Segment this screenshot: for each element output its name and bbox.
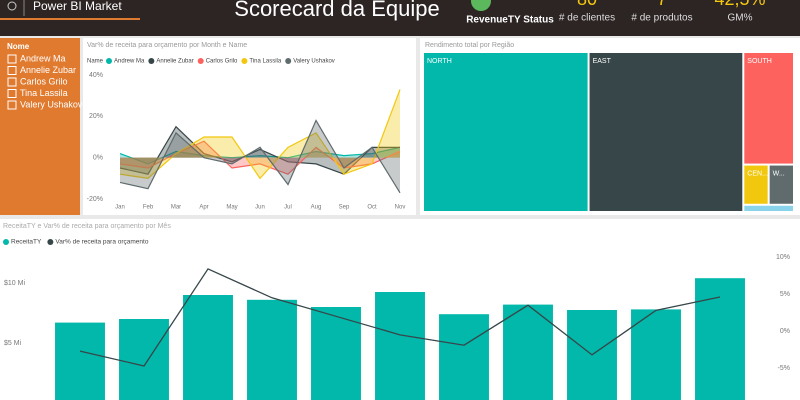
checkbox[interactable] [7,54,17,64]
kpi-label: RevenueTY Status [466,15,554,26]
tile-label: W... [773,170,785,177]
x-tick-label: Aug [311,205,322,211]
bar [311,307,361,400]
y-tick-label: -20% [87,196,103,203]
y2-tick-label: -5% [778,365,790,372]
bar [631,309,681,400]
area-fill [120,120,400,193]
legend-swatch [106,58,112,64]
slicer-panel [0,38,80,215]
checkbox[interactable] [7,66,17,75]
checkbox[interactable] [7,100,17,110]
series-line [119,119,401,194]
bar [375,292,425,400]
bar [503,304,553,400]
x-tick-label: Apr [199,205,208,211]
y2-tick-label: 5% [780,291,790,298]
y-tick-label: $5 Mi [4,340,22,347]
y-tick-label: 40% [89,72,103,79]
kpi-value: 80 [577,0,597,9]
status-indicator [471,0,491,11]
area-fill [120,89,400,179]
kpi-label: GM% [728,13,753,24]
x-tick-label: Jun [255,205,265,211]
slicer-item[interactable]: Valery Ushakov [20,99,83,109]
legend-swatch [197,58,204,64]
x-tick-label: Feb [143,205,154,211]
x-tick-label: Sep [339,205,350,211]
kpi-value: 42,5% [714,0,765,9]
x-tick-label: Oct [367,205,377,211]
bar [247,299,297,400]
bar [183,295,233,400]
y2-tick-label: 0% [780,328,790,335]
bar [119,319,169,400]
checkbox[interactable] [7,77,17,87]
treemap-tile [769,165,793,204]
legend-item: Carlos Grilo [206,59,238,65]
checkbox[interactable] [7,89,17,98]
bar [55,322,105,400]
kpi-label: # de clientes [559,13,615,24]
series-line [79,268,721,367]
tile-label: CEN... [747,170,768,177]
legend-swatch [47,239,54,245]
x-tick-label: Jul [284,205,292,211]
panel [83,38,416,215]
tile-label: SOUTH [747,58,772,65]
area-fill [120,126,400,175]
tile-label: EAST [593,58,612,65]
brand: Power BI Market [33,0,122,13]
area-fill [120,141,400,175]
slicer-item[interactable]: Andrew Ma [20,53,66,63]
legend-item: Var% de receita para orçamento [55,239,148,246]
y-tick-label: 20% [89,113,103,120]
y-tick-label: $10 Mi [4,280,25,287]
legend-item: Andrew Ma [114,59,145,65]
y-tick-label: 0% [93,155,103,162]
treemap-tile [744,53,793,164]
legend-swatch [148,58,155,64]
x-tick-label: May [226,205,237,211]
treemap-tile [589,53,743,211]
page-title: Scorecard da Equipe [234,0,439,21]
slicer-item[interactable]: Tina Lassila [20,88,68,98]
series-line [119,125,400,175]
bar [439,314,489,400]
y2-tick-label: 10% [776,254,790,261]
legend-title: Name [87,59,104,65]
slicer-item[interactable]: Annelie Zubar [20,65,76,75]
logo [7,1,17,11]
legend-swatch [285,58,292,64]
series-line [119,89,401,180]
bar [695,278,745,400]
slicer-title: Nome [7,42,30,51]
treemap-tile [744,205,793,211]
legend-swatch [3,239,9,245]
x-tick-label: Nov [395,205,406,211]
x-tick-label: Mar [171,205,181,211]
x-tick-label: Jan [115,205,125,211]
legend-swatch [241,58,248,64]
chart-title: ReceitaTY e Var% de receita para orçamen… [3,223,171,230]
legend-item: ReceitaTY [11,239,42,246]
series-line [119,140,401,175]
kpi-value: 7 [657,0,667,9]
treemap-tile [744,165,768,204]
legend-item: Annelie Zubar [156,59,193,65]
tile-label: NORTH [427,58,452,65]
kpi-label: # de produtos [631,13,692,24]
legend-item: Valery Ushakov [293,59,335,65]
chart-title: Rendimento total por Região [425,42,514,49]
slicer-item[interactable]: Carlos Grilo [20,76,68,86]
legend-item: Tina Lassila [249,59,281,65]
chart-title: Var% de receita para orçamento por Month… [87,42,247,49]
treemap-tile [424,53,588,211]
series-line [119,146,401,165]
